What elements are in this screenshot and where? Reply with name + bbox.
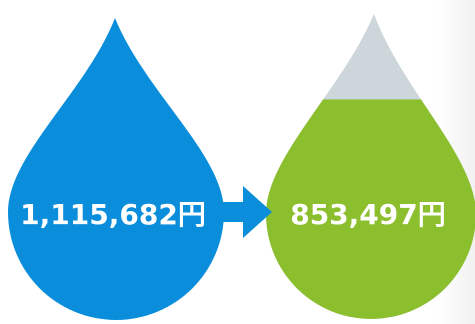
after-water-drop [266, 14, 475, 319]
before-amount-label: 1,115,682円 [20, 198, 206, 231]
right-arrow-icon [210, 186, 272, 238]
after-amount-label: 853,497円 [290, 198, 446, 231]
after-drop-filled-portion [266, 99, 475, 319]
before-water-drop [8, 18, 224, 320]
